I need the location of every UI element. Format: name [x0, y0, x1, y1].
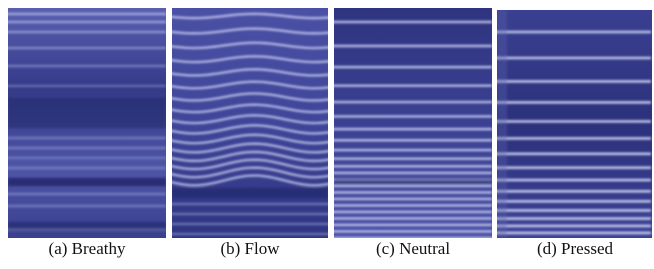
dark-band	[8, 178, 166, 186]
figure: (a) Breathy (b) Flow (c) Neutral (d) Pre…	[0, 0, 654, 264]
caption: (c) Neutral	[376, 239, 450, 258]
caption: (a) Breathy	[49, 239, 126, 258]
image-background	[497, 10, 652, 238]
spectrogram-image	[495, 10, 652, 238]
image-background	[334, 8, 492, 238]
caption: (b) Flow	[220, 239, 280, 258]
spectrogram-image	[332, 8, 492, 238]
spectrogram-image	[170, 8, 330, 238]
edge-shade	[497, 10, 507, 238]
page: (a) Breathy (b) Flow (c) Neutral (d) Pre…	[0, 0, 654, 264]
dark-band	[172, 188, 328, 198]
dark-band	[334, 178, 492, 184]
dark-band	[8, 98, 166, 128]
caption: (d) Pressed	[537, 239, 614, 258]
spectrogram-image	[6, 8, 166, 238]
